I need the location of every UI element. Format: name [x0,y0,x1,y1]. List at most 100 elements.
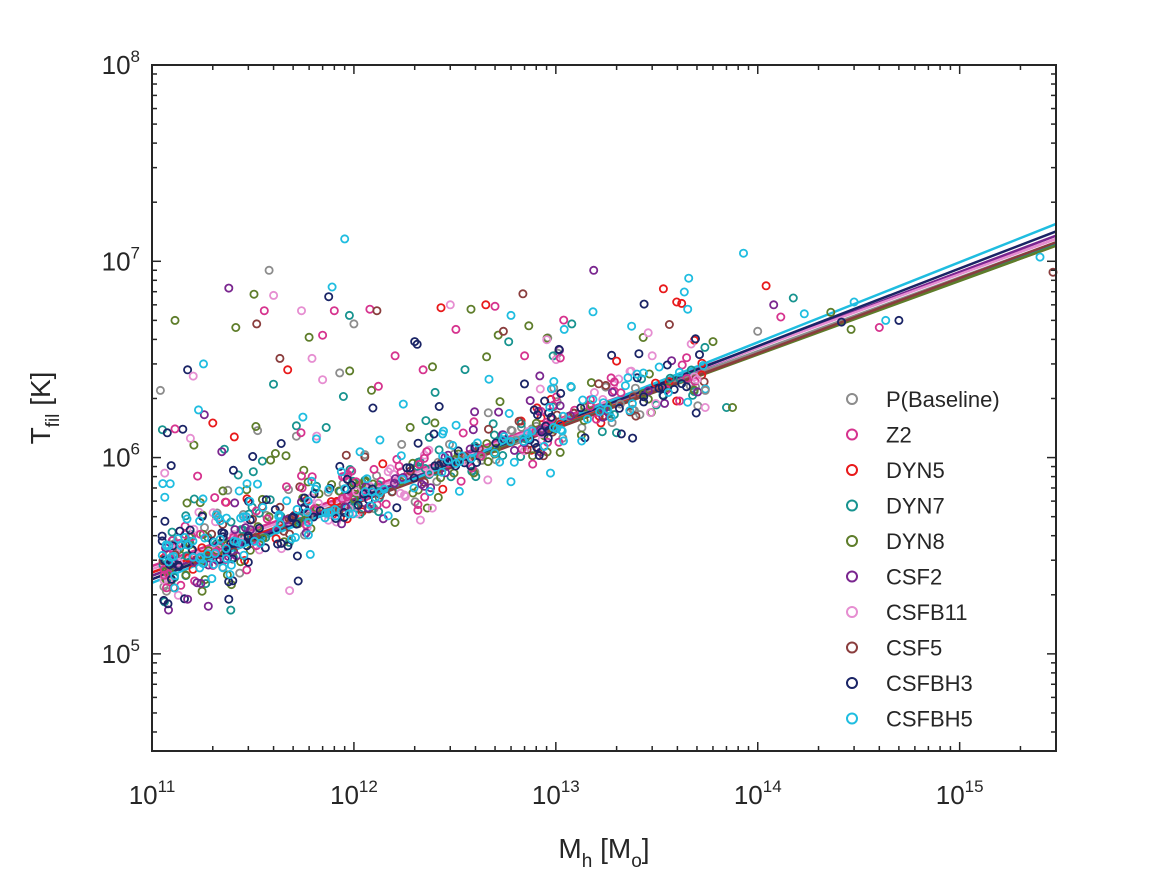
point-dyn7 [700,342,710,352]
legend-marker-8 [846,677,858,689]
point-pbaseline [577,423,587,433]
axes-box [151,64,1057,752]
point-z2 [242,565,252,575]
legend-label-7: CSF5 [886,636,942,661]
outlier-point-21 [335,368,345,378]
point-csfbh3 [342,474,352,484]
point-csfbh5 [245,496,255,506]
point-csfbh5 [549,422,559,432]
point-csfb11 [646,408,656,418]
point-csfbh3 [291,519,301,529]
point-csf2 [607,387,617,397]
point-z2 [159,565,169,575]
point-csfb11 [535,384,545,394]
outlier-point-39 [559,324,569,334]
outlier-point-23 [344,310,354,320]
legend-marker-6 [846,606,858,618]
point-csf2 [535,371,545,381]
point-csfbh5 [274,511,284,521]
point-csfbh5 [303,496,313,506]
point-csfbh5 [336,467,346,477]
x-tick-label-base: 10 [532,780,561,810]
point-csfbh5 [588,394,598,404]
outlier-point-32 [451,324,461,334]
outlier-point-45 [692,374,702,384]
outlier-point-41 [612,356,622,366]
point-dyn7 [421,416,431,426]
point-csfbh5 [362,474,372,484]
point-csfb11 [331,517,341,527]
point-csf2 [494,407,504,417]
point-csfbh5 [654,362,664,372]
point-csfbh5 [292,504,302,514]
point-csfbh5 [225,570,235,580]
legend-marker-9 [846,712,858,725]
point-csfbh5 [157,550,167,560]
point-pbaseline [299,530,309,540]
point-pbaseline [483,408,493,418]
axis-ticks [151,64,1057,751]
point-csfbh5 [684,273,694,283]
y-tick-label-base: 10 [102,443,131,473]
x-tick-label-exp: 13 [561,777,580,796]
outlier-point-58 [837,317,847,327]
point-csf2 [497,430,507,440]
point-dyn5 [326,497,336,507]
point-csfbh5 [396,451,406,461]
outlier-point-9 [259,306,269,316]
outlier-point-1 [170,315,180,325]
point-csfbh3 [261,495,271,505]
legend-marker-5 [846,570,858,583]
point-dyn5 [229,432,239,442]
point-csf2 [555,401,565,411]
point-z2 [554,437,564,447]
y-tick-label-1: 106 [102,440,140,473]
point-csfbh5 [472,438,482,448]
y-axis-label-main: T [25,427,56,444]
point-csfbh5 [207,574,217,584]
point-dyn7 [488,419,498,429]
point-csfbh3 [353,500,363,510]
point-csfbh3 [556,388,566,398]
point-csfbh3 [288,512,298,522]
point-z2 [281,482,291,492]
x-tick-label-base: 10 [330,780,359,810]
y-axis-label: Tfil [K] [25,372,64,445]
x-axis-label-sub2: o [631,851,642,872]
outlier-point-12 [275,353,285,363]
point-csfbh5 [451,458,461,468]
y-tick-label-base: 10 [102,50,131,80]
legend-label-6: CSFB11 [886,600,968,625]
point-csf5 [387,487,397,497]
point-csf2 [163,605,173,615]
point-csfbh5 [170,571,180,581]
point-z2 [458,428,468,438]
point-csfbh3 [430,461,440,471]
point-csfbh3 [639,299,649,309]
point-csfbh5 [355,447,365,457]
point-dyn8 [197,586,207,596]
point-csfbh5 [566,381,576,391]
point-z2 [376,476,386,486]
point-dyn8 [427,362,437,372]
point-dyn8 [345,366,355,376]
point-z2 [420,492,430,502]
point-csfbh5 [539,441,549,451]
outlier-point-70 [285,586,295,596]
point-csfbh3 [339,507,349,517]
point-csfb11 [318,375,328,385]
point-dyn7 [430,387,440,397]
point-csfbh3 [639,392,649,402]
point-dyn8 [531,418,541,428]
outlier-point-14 [296,306,306,316]
x-tick-label-1: 1012 [330,777,378,810]
point-csfbh5 [170,583,180,593]
point-csfbh3 [392,503,402,513]
point-z2 [296,471,306,481]
point-csfbh3 [402,463,412,473]
point-csfbh5 [546,468,556,478]
point-csfbh3 [276,438,286,448]
point-csfbh5 [305,549,315,559]
legend-label-8: CSFBH3 [886,671,973,696]
